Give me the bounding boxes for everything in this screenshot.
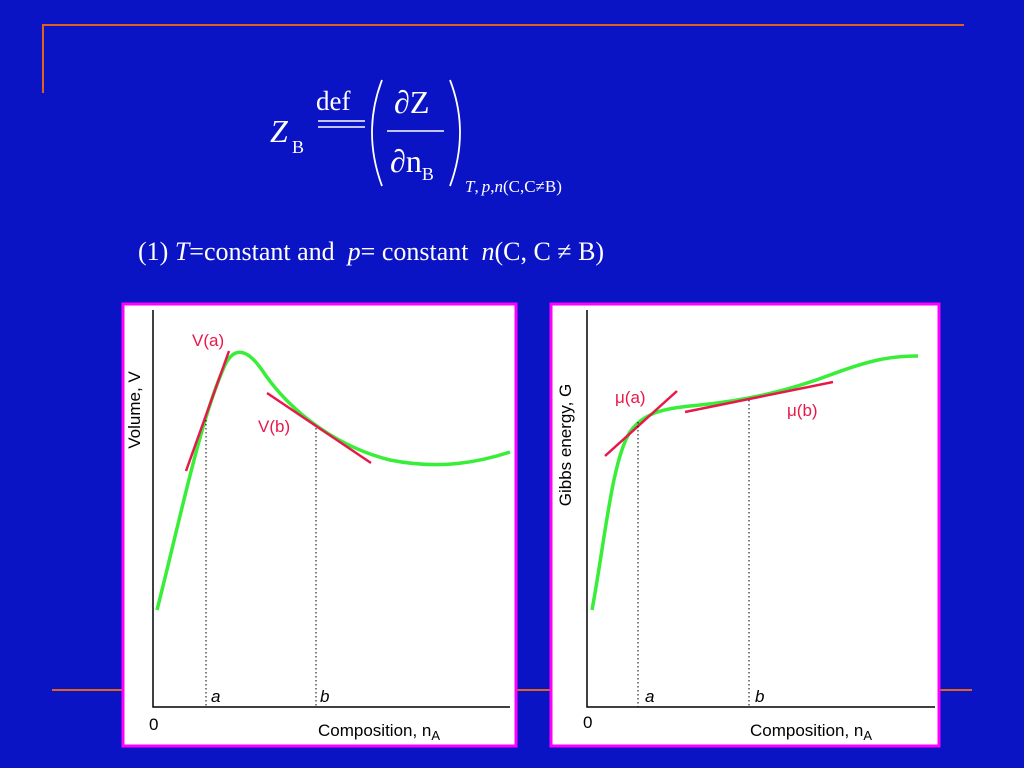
x-label-text: Composition, n [750, 721, 863, 740]
c-p: p [481, 177, 491, 196]
paren [371, 79, 383, 187]
cond-text: =constant and [189, 237, 347, 266]
numerator: ∂Z [394, 84, 429, 120]
cond-text: = constant [361, 237, 482, 266]
constraint: T, p,n(C,C≠B) [465, 177, 562, 196]
curve [155, 350, 511, 611]
numerator-text: ∂Z [394, 84, 429, 120]
denominator-text: ∂n [390, 143, 422, 179]
diagram-volume: V(a) V(b) a b 0 Composition, nA Volume, … [121, 302, 518, 748]
x-label-sub: A [863, 728, 872, 743]
cond-prefix: (1) [138, 237, 175, 266]
point-label: a [211, 687, 220, 706]
cond-text: (C, C ≠ B) [494, 237, 604, 266]
point-label: a [645, 687, 654, 706]
curve [590, 354, 919, 611]
tangent-label: μ(a) [615, 388, 646, 407]
x-label-text: Composition, n [318, 721, 431, 740]
cond-n: n [481, 237, 494, 266]
tangent [266, 391, 372, 465]
c-sep: , [490, 177, 494, 196]
panel [121, 302, 518, 748]
cond-p: p [346, 237, 361, 266]
origin: 0 [583, 713, 592, 732]
c-n: n [494, 177, 503, 196]
x-label-sub: A [431, 728, 440, 743]
origin: 0 [149, 715, 158, 734]
c-t: T [465, 177, 476, 196]
y-label: Gibbs energy, G [556, 384, 575, 507]
axes [586, 310, 935, 708]
tangent-label: V(b) [258, 417, 290, 436]
point-label: b [755, 687, 764, 706]
x-label: Composition, nA [318, 721, 440, 743]
paren [449, 79, 461, 187]
c-rest: (C,C≠B) [503, 177, 562, 196]
denominator: ∂nB [390, 143, 434, 184]
tangent-label: μ(b) [787, 401, 818, 420]
tangent [604, 390, 678, 457]
panel [549, 302, 941, 748]
x-label: Composition, nA [750, 721, 872, 743]
diagram-gibbs: μ(a) μ(b) a b 0 Composition, nA Gibbs en… [549, 302, 941, 748]
denominator-sub: B [422, 164, 434, 184]
y-label: Volume, V [125, 371, 144, 449]
tangent [184, 350, 231, 472]
condition: (1) T=constant and p= constant n(C, C ≠ … [138, 237, 604, 266]
cond-t: T [175, 237, 191, 266]
tangent-label: V(a) [192, 331, 224, 350]
def: def [316, 86, 350, 116]
tangent [684, 380, 834, 414]
symbol-sub: B [292, 137, 304, 157]
point-label: b [320, 687, 329, 706]
symbol: Z [270, 113, 289, 149]
c-sep: , [474, 177, 478, 196]
axes [152, 310, 510, 708]
formula: Z B def ∂Z ∂nB T, p,n(C,C≠B) [270, 79, 562, 196]
